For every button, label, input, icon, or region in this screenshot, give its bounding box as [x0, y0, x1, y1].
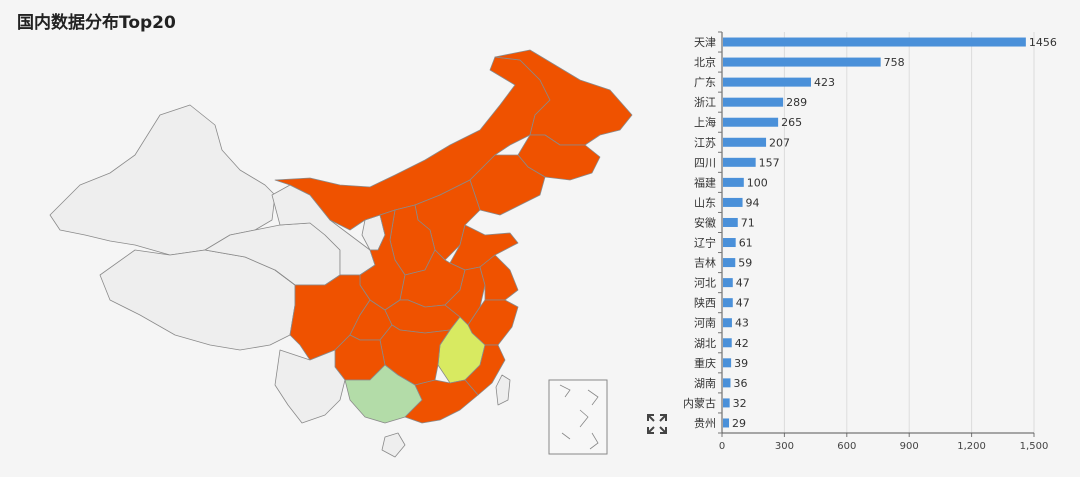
- bar: [723, 318, 732, 328]
- category-label: 广东: [694, 76, 716, 89]
- bar: [723, 77, 811, 87]
- china-map: [40, 45, 640, 470]
- bar: [723, 298, 733, 308]
- bar: [723, 217, 738, 227]
- category-label: 河北: [694, 277, 716, 290]
- value-label: 100: [747, 176, 768, 189]
- china-map-svg: [49, 49, 633, 458]
- bar: [723, 157, 756, 167]
- category-label: 北京: [694, 55, 716, 69]
- bar: [723, 177, 744, 187]
- category-label: 陕西: [694, 296, 716, 310]
- region-jiangsu[interactable]: [479, 254, 519, 301]
- category-label: 福建: [694, 175, 716, 189]
- category-label: 天津: [694, 36, 716, 49]
- value-label: 207: [769, 136, 790, 149]
- value-label: 32: [733, 397, 747, 410]
- value-label: 47: [736, 297, 750, 310]
- bar: [723, 97, 784, 107]
- category-label: 河南: [694, 317, 716, 330]
- bar: [723, 37, 1026, 47]
- bar: [723, 378, 731, 388]
- value-label: 36: [733, 377, 747, 390]
- category-label: 江苏: [694, 136, 716, 149]
- value-label: 71: [741, 216, 755, 229]
- category-label: 内蒙古: [683, 396, 716, 410]
- value-label: 289: [786, 96, 807, 109]
- south-china-sea-inset: [548, 379, 608, 455]
- bar: [723, 418, 730, 428]
- region-fujian[interactable]: [464, 344, 506, 396]
- bar: [723, 278, 733, 288]
- value-label: 61: [739, 237, 753, 250]
- value-label: 42: [735, 337, 749, 350]
- value-label: 265: [781, 116, 802, 129]
- x-tick-label: 1,200: [957, 441, 986, 452]
- value-label: 59: [738, 257, 752, 270]
- bar: [723, 137, 767, 147]
- x-tick-label: 900: [900, 441, 919, 452]
- page-title: 国内数据分布Top20: [17, 13, 176, 33]
- value-label: 43: [735, 317, 749, 330]
- value-label: 157: [759, 156, 780, 169]
- region-hainan[interactable]: [381, 432, 406, 458]
- category-label: 贵州: [694, 417, 716, 430]
- value-label: 94: [746, 196, 760, 209]
- bar: [723, 398, 730, 408]
- value-label: 47: [736, 277, 750, 290]
- x-tick-label: 1,500: [1020, 441, 1049, 452]
- value-label: 1456: [1029, 36, 1057, 49]
- category-label: 湖南: [694, 377, 716, 390]
- bar: [723, 117, 779, 127]
- x-tick-label: 600: [837, 441, 856, 452]
- category-label: 上海: [694, 115, 716, 129]
- region-guangdong[interactable]: [404, 379, 479, 424]
- fullscreen-icon[interactable]: [646, 413, 668, 435]
- x-tick-label: 0: [719, 441, 725, 452]
- category-label: 安徽: [694, 215, 716, 229]
- value-label: 39: [734, 357, 748, 370]
- bar: [723, 197, 743, 207]
- value-label: 29: [732, 417, 746, 430]
- bar: [723, 258, 736, 268]
- bar: [723, 57, 881, 67]
- category-label: 四川: [694, 156, 716, 169]
- x-tick-label: 300: [775, 441, 794, 452]
- category-label: 湖北: [694, 337, 716, 350]
- bar: [723, 358, 732, 368]
- category-label: 辽宁: [694, 236, 716, 250]
- category-label: 重庆: [694, 356, 716, 370]
- region-yunnan[interactable]: [274, 349, 346, 424]
- bar: [723, 338, 732, 348]
- category-label: 吉林: [694, 256, 716, 270]
- value-label: 758: [884, 56, 905, 69]
- bar: [723, 238, 736, 248]
- category-label: 山东: [694, 196, 716, 209]
- category-label: 浙江: [694, 96, 716, 109]
- region-taiwan[interactable]: [495, 374, 511, 406]
- value-label: 423: [814, 76, 835, 89]
